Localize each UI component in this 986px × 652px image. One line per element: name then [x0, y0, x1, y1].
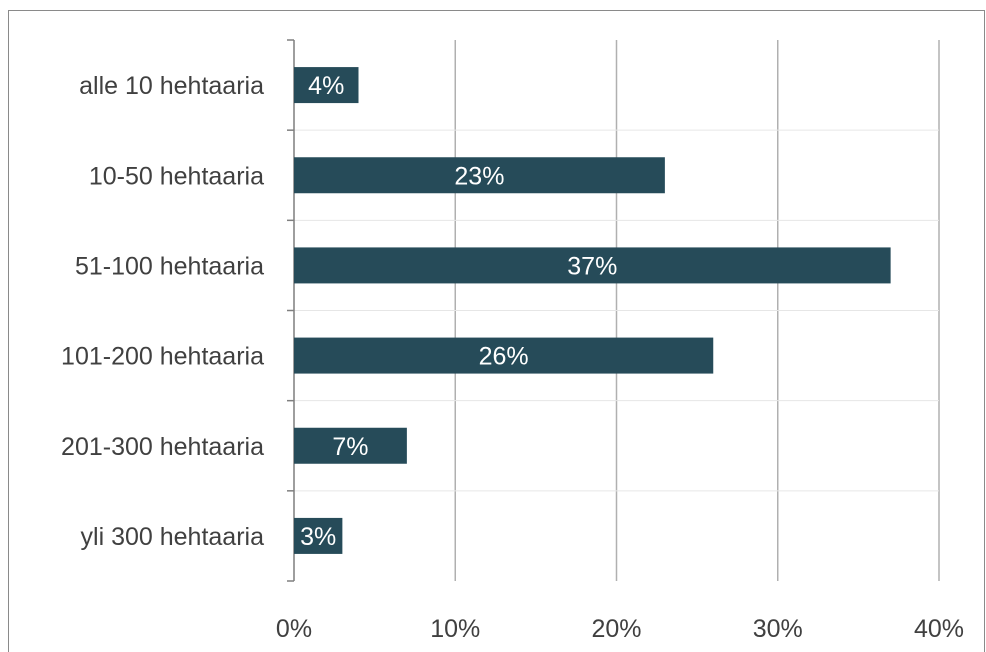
grid-layer [294, 40, 940, 581]
category-label: 51-100 hehtaaria [75, 252, 264, 280]
x-tick-label: 30% [753, 615, 803, 643]
bar-5 [294, 427, 407, 464]
bar-data-label: 23% [454, 162, 504, 190]
bar-data-label: 4% [308, 72, 344, 100]
bar-4 [294, 337, 714, 374]
bar-6 [294, 517, 343, 554]
x-tick-label: 0% [276, 615, 312, 643]
bar-layer [294, 67, 891, 554]
x-tick-label: 10% [430, 615, 480, 643]
label-layer: 4% alle 10 hehtaaria 23% 10-50 hehtaaria 37%… [61, 72, 964, 643]
category-label: yli 300 hehtaaria [81, 523, 265, 551]
x-tick-label: 40% [914, 615, 964, 643]
bar-1 [294, 67, 359, 104]
category-label: 10-50 hehtaaria [89, 162, 264, 190]
category-label: 201-300 hehtaaria [61, 433, 264, 461]
bar-data-label: 26% [479, 343, 529, 371]
bar-data-label: 37% [567, 252, 617, 280]
x-tick-label: 20% [591, 615, 641, 643]
bar-data-label: 3% [300, 523, 336, 551]
axis-layer [287, 39, 295, 582]
category-label: alle 10 hehtaaria [79, 72, 264, 100]
bar-data-label: 7% [332, 433, 368, 461]
bar-2 [294, 157, 665, 194]
bar-3 [294, 247, 891, 284]
chart-frame [8, 10, 985, 652]
category-label: 101-200 hehtaaria [61, 343, 264, 371]
